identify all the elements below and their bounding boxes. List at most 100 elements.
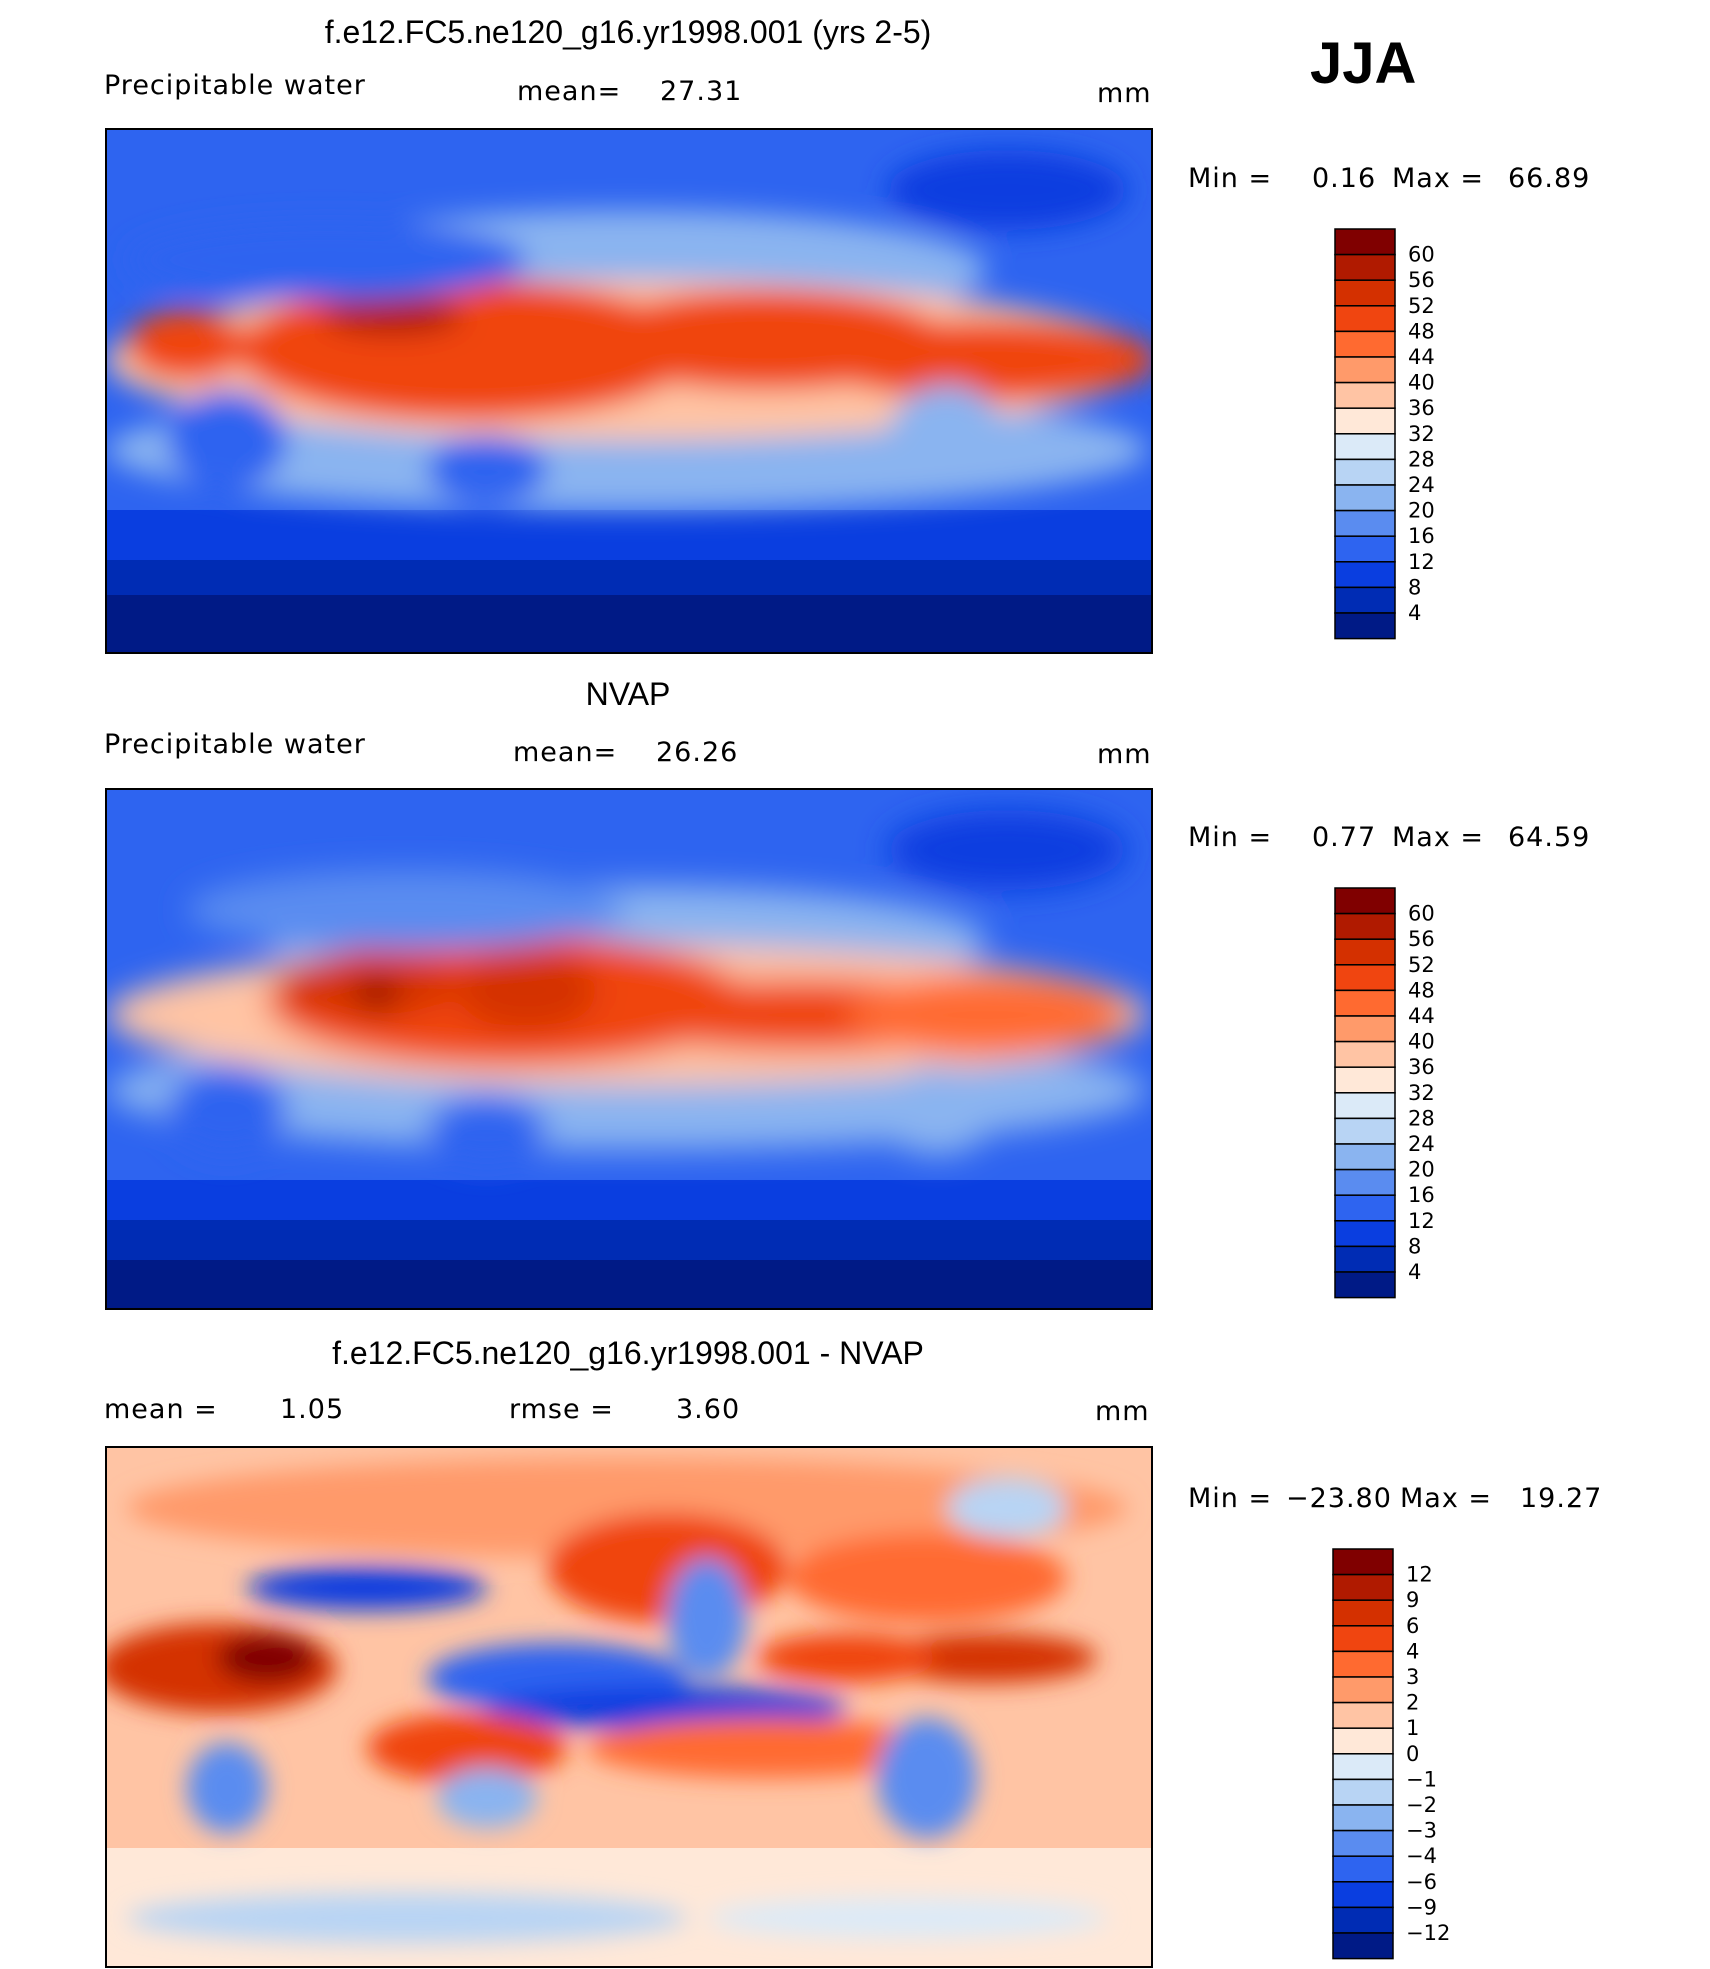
colorbar-level-label: 28	[1408, 1106, 1435, 1130]
panel-1-units: mm	[1097, 78, 1152, 109]
colorbar-swatch	[1332, 1548, 1394, 1576]
panel-3-rmse-value: 3.60	[676, 1394, 741, 1425]
colorbar-level-label: −4	[1406, 1844, 1437, 1868]
colorbar-level-label: 44	[1408, 1004, 1435, 1028]
colorbar-level-label: 36	[1408, 396, 1435, 420]
colorbar-level-label: −6	[1406, 1870, 1437, 1894]
colorbar-level-label: 8	[1408, 1234, 1421, 1258]
colorbar-swatch	[1332, 1753, 1394, 1781]
colorbar-level-label: 9	[1406, 1588, 1419, 1612]
colorbar-level-label: 44	[1408, 345, 1435, 369]
colorbar-level-label: 24	[1408, 473, 1435, 497]
colorbar-level-label: 12	[1408, 550, 1435, 574]
colorbar-level-label: 4	[1408, 1260, 1421, 1284]
colorbar-level-label: 52	[1408, 953, 1435, 977]
colorbar-level-label: 24	[1408, 1132, 1435, 1156]
colorbar-level-label: 6	[1406, 1614, 1419, 1638]
colorbar-swatch	[1334, 1168, 1396, 1196]
panel-1-colorbar: 60 56 52 48 44 40 36 32 28 24 20 16 12 8 4	[1334, 228, 1464, 642]
panel-2-min-label: Min =	[1188, 822, 1273, 853]
colorbar-swatch	[1332, 1881, 1394, 1909]
colorbar-swatch	[1334, 1220, 1396, 1248]
colorbar-swatch	[1332, 1650, 1394, 1678]
colorbar-swatch	[1334, 458, 1396, 486]
colorbar-level-label: 56	[1408, 268, 1435, 292]
colorbar-level-label: 20	[1408, 1158, 1435, 1182]
colorbar-swatch	[1334, 561, 1396, 589]
colorbar-swatch	[1334, 484, 1396, 512]
colorbar-swatch	[1334, 1143, 1396, 1171]
panel-3-mean-value: 1.05	[280, 1394, 345, 1425]
colorbar-level-label: 4	[1408, 601, 1421, 625]
season-label: JJA	[1310, 31, 1417, 96]
colorbar-swatch	[1334, 964, 1396, 992]
colorbar-level-label: −12	[1406, 1921, 1450, 1945]
colorbar-level-label: 12	[1408, 1209, 1435, 1233]
colorbar-swatch	[1334, 305, 1396, 333]
colorbar-level-label: 60	[1408, 902, 1435, 926]
colorbar-swatch	[1334, 1092, 1396, 1120]
panel-2-colorbar: 60 56 52 48 44 40 36 32 28 24 20 16 12 8 4	[1334, 887, 1464, 1301]
colorbar-swatch	[1332, 1573, 1394, 1601]
colorbar-swatch	[1334, 381, 1396, 409]
colorbar-swatch	[1334, 509, 1396, 537]
colorbar-swatch	[1332, 1676, 1394, 1704]
colorbar-level-label: 32	[1408, 1081, 1435, 1105]
colorbar-level-label: 1	[1406, 1716, 1419, 1740]
panel-3-max-value: 19.27	[1520, 1483, 1603, 1514]
colorbar-swatch	[1334, 407, 1396, 435]
colorbar-level-label: −1	[1406, 1767, 1437, 1791]
colorbar-swatch	[1334, 887, 1396, 915]
colorbar-level-label: 40	[1408, 1030, 1435, 1054]
colorbar-swatch	[1334, 1245, 1396, 1273]
colorbar-level-label: 3	[1406, 1665, 1419, 1689]
colorbar-swatch	[1332, 1829, 1394, 1857]
panel-2-variable-label: Precipitable water	[104, 729, 366, 760]
colorbar-level-label: 0	[1406, 1742, 1419, 1766]
colorbar-swatch	[1334, 1271, 1396, 1299]
panel-2-mean-value: 26.26	[656, 737, 739, 768]
panel-1-variable-label: Precipitable water	[104, 70, 366, 101]
colorbar-swatch	[1334, 228, 1396, 256]
colorbar-level-label: 20	[1408, 499, 1435, 523]
colorbar-swatch	[1332, 1727, 1394, 1755]
panel-2-map	[105, 788, 1153, 1310]
colorbar-level-label: 8	[1408, 575, 1421, 599]
colorbar-swatch	[1334, 586, 1396, 614]
colorbar-level-label: 16	[1408, 524, 1435, 548]
colorbar-swatch	[1334, 938, 1396, 966]
colorbar-swatch	[1332, 1932, 1394, 1960]
colorbar-swatch	[1334, 356, 1396, 384]
colorbar-swatch	[1334, 989, 1396, 1017]
colorbar-swatch	[1334, 912, 1396, 940]
colorbar-swatch	[1332, 1906, 1394, 1934]
panel-1-map-field	[107, 130, 1151, 652]
panel-3-map-field	[107, 1448, 1151, 1966]
panel-3-min-value: −23.80	[1286, 1483, 1392, 1514]
panel-2-map-field	[107, 790, 1151, 1308]
colorbar-swatch	[1332, 1804, 1394, 1832]
colorbar-level-label: −9	[1406, 1895, 1437, 1919]
colorbar-swatch	[1334, 1015, 1396, 1043]
colorbar-swatch	[1332, 1625, 1394, 1653]
colorbar-swatch	[1334, 253, 1396, 281]
panel-1-mean-value: 27.31	[660, 76, 743, 107]
colorbar-level-label: 2	[1406, 1691, 1419, 1715]
colorbar-level-label: 40	[1408, 371, 1435, 395]
colorbar-swatch	[1334, 612, 1396, 640]
panel-1-mean-label: mean=	[517, 76, 622, 107]
panel-1-min-label: Min =	[1188, 163, 1273, 194]
panel-3-rmse-label: rmse =	[509, 1394, 614, 1425]
colorbar-swatch	[1334, 330, 1396, 358]
colorbar-swatch	[1332, 1701, 1394, 1729]
colorbar-level-label: 48	[1408, 978, 1435, 1002]
colorbar-level-label: −3	[1406, 1819, 1437, 1843]
panel-3-colorbar: 12 9 6 4 3 2 1 0 −1 −2 −3 −4 −6 −9 −12	[1332, 1548, 1462, 1962]
colorbar-swatch	[1334, 433, 1396, 461]
colorbar-swatch	[1334, 1066, 1396, 1094]
panel-3-max-label: Max =	[1400, 1483, 1493, 1514]
colorbar-level-label: 56	[1408, 927, 1435, 951]
panel-2-units: mm	[1097, 739, 1152, 770]
panel-3-min-label: Min =	[1188, 1483, 1273, 1514]
